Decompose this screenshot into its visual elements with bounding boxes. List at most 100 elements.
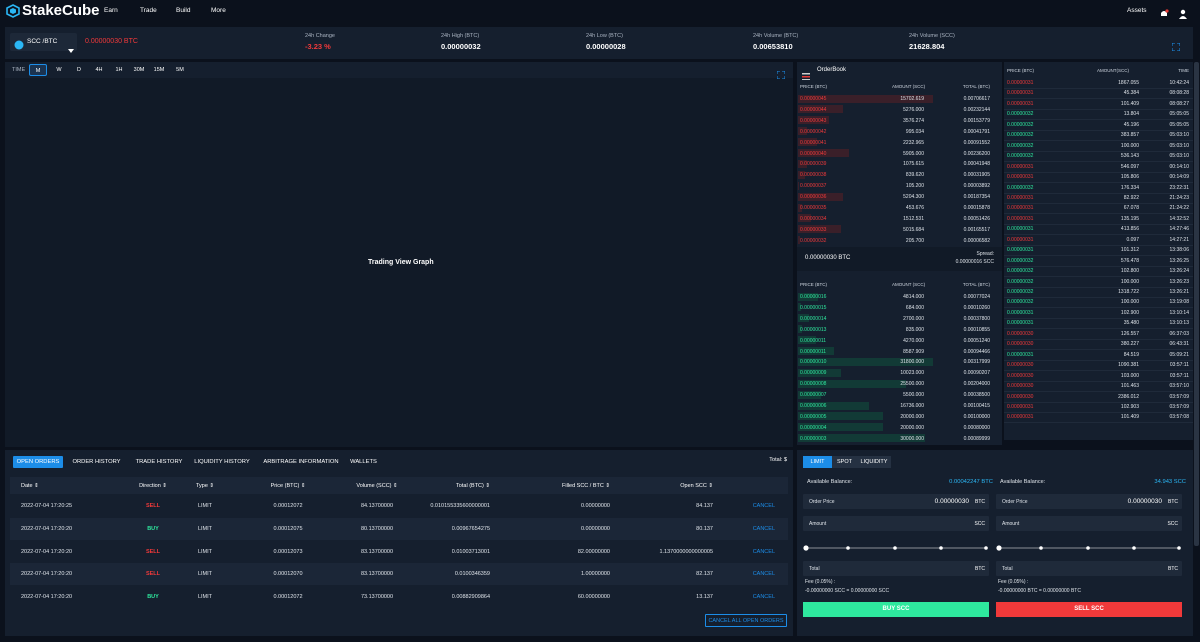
tab[interactable]: WALLETS <box>348 456 379 468</box>
balance-value: 34.943 SCC <box>1154 479 1186 485</box>
cancel-all-button[interactable]: CANCEL ALL OPEN ORDERS <box>705 614 787 627</box>
trade-time: 05:05:05 <box>1169 121 1189 128</box>
trade-time: 03:57:10 <box>1169 383 1189 390</box>
interval-label: 5M <box>176 67 184 73</box>
cancel-button[interactable]: CANCEL <box>752 548 775 555</box>
buy-button[interactable]: BUY SCC <box>803 602 989 617</box>
nav-link[interactable]: Earn <box>104 7 118 14</box>
orderbook-icon <box>802 67 810 80</box>
tab[interactable]: ORDER HISTORY <box>70 456 123 468</box>
amount-slider[interactable] <box>996 539 1182 551</box>
amount-input[interactable]: Amount SCC <box>803 516 989 531</box>
table-header-bg <box>10 477 788 494</box>
depth-bar <box>798 203 802 212</box>
cancel-button[interactable]: CANCEL <box>752 503 775 509</box>
column-header: Type ⇕ <box>195 483 215 489</box>
trade-amount: 383.857 <box>1120 132 1139 139</box>
order-total: 0.00094466 <box>963 348 990 355</box>
order-cell: LIMIT <box>197 548 213 555</box>
bell-icon[interactable] <box>1159 6 1169 17</box>
column-header: AMOUNT (SCC) <box>892 84 926 89</box>
form-tab[interactable]: SPOT <box>832 456 857 468</box>
button-label: CANCEL ALL OPEN ORDERS <box>708 618 784 624</box>
field-unit: BTC <box>1168 566 1178 572</box>
pair-select[interactable]: SCC /BTC <box>10 33 77 53</box>
cancel-button[interactable]: CANCEL <box>752 525 775 532</box>
order-total: 0.00080000 <box>963 424 990 431</box>
total-input[interactable]: Total BTC <box>803 561 989 576</box>
cancel-button[interactable]: CANCEL <box>752 594 775 601</box>
interval-button[interactable]: 5M <box>171 64 189 76</box>
coin-icon <box>14 37 24 50</box>
price-input[interactable]: Order Price 0.00000030 BTC <box>996 494 1182 509</box>
column-header: TIME <box>1178 68 1189 73</box>
sell-button[interactable]: SELL SCC <box>996 602 1182 617</box>
field-label: Amount <box>1002 521 1020 527</box>
depth-bar <box>798 423 883 432</box>
interval-button[interactable]: 1H <box>110 64 128 76</box>
column-header: PRICE (BTC) <box>800 84 827 89</box>
trade-price: 0.00000032 <box>1007 289 1034 295</box>
order-cell: 83.13700000 <box>360 571 394 578</box>
price-input[interactable]: Order Price 0.00000030 BTC <box>803 494 989 509</box>
trade-amount: 45.196 <box>1123 121 1139 128</box>
amount-input[interactable]: Amount SCC <box>996 516 1182 531</box>
cancel-button[interactable]: CANCEL <box>752 571 775 578</box>
balance-value: 0.00042247 BTC <box>949 479 993 485</box>
field-value: 0.00000030 <box>934 498 969 505</box>
row-divider <box>1004 370 1193 372</box>
ticker-bar: SCC /BTC 0.00000030 BTC 24h Change -3.23 % 2… <box>5 27 1193 59</box>
depth-bar <box>798 214 811 223</box>
row-divider <box>1004 223 1193 225</box>
ticker-price: 0.00000030 BTC <box>85 38 138 45</box>
nav-link[interactable]: Build <box>176 7 191 14</box>
trade-time: 14:32:52 <box>1169 215 1189 222</box>
column-header: TOTAL (BTC) <box>962 282 990 287</box>
order-cell: 2022-07-04 17:20:25 <box>21 503 73 509</box>
user-icon[interactable] <box>1178 6 1188 19</box>
order-cell: 0.01003713001 <box>451 548 490 555</box>
row-divider <box>1004 202 1193 204</box>
form-tab[interactable]: LIQUIDITY <box>857 456 891 468</box>
stat-value: 21628.804 <box>909 42 945 51</box>
interval-button[interactable]: 4H <box>90 64 108 76</box>
chart-expand[interactable] <box>776 66 786 80</box>
spread-label: Spread: <box>976 251 994 257</box>
nav-link[interactable]: More <box>211 7 226 14</box>
interval-button[interactable]: 30M <box>130 64 148 76</box>
trade-amount: 1318.722 <box>1118 289 1139 295</box>
trade-amount: 413.856 <box>1120 226 1139 233</box>
interval-button[interactable]: D <box>70 64 88 76</box>
column-header: Total (BTC) ⇕ <box>456 483 490 489</box>
tab[interactable]: LIQUIDITY HISTORY <box>192 456 252 468</box>
order-amount: 3576.274 <box>903 117 924 124</box>
depth-bar <box>798 401 870 410</box>
tab[interactable]: ARBITRAGE INFORMATION <box>262 456 340 468</box>
form-tab[interactable]: LIMIT <box>803 456 832 468</box>
trade-amount: 100.000 <box>1120 142 1139 149</box>
tab-label: LIQUIDITY HISTORY <box>194 459 250 465</box>
assets-link[interactable]: Assets <box>1127 7 1147 14</box>
interval-button[interactable]: M <box>29 64 47 76</box>
total-input[interactable]: Total BTC <box>996 561 1182 576</box>
order-amount: 25500.000 <box>900 381 924 388</box>
stat-label: 24h Volume (BTC) <box>753 33 799 39</box>
interval-button[interactable]: 15M <box>150 64 168 76</box>
trade-time: 00:14:10 <box>1169 163 1189 170</box>
depth-bar <box>798 170 806 179</box>
fullscreen-icon[interactable] <box>1171 38 1181 52</box>
order-price: 0.00000013 <box>800 326 827 333</box>
order-cell: 82.137 <box>696 571 713 578</box>
trade-time: 14:27:46 <box>1169 226 1189 233</box>
amount-slider[interactable] <box>803 539 989 551</box>
nav-link[interactable]: Trade <box>140 7 157 14</box>
field-unit: BTC <box>1168 499 1178 505</box>
trade-price: 0.00000031 <box>1007 414 1034 421</box>
interval-button[interactable]: W <box>50 64 68 76</box>
order-cell: 0.00000000 <box>580 503 610 509</box>
tab[interactable]: TRADE HISTORY <box>132 456 186 468</box>
row-divider <box>1004 276 1193 278</box>
tab[interactable]: OPEN ORDERS <box>13 456 63 468</box>
trade-amount: 35.480 <box>1123 320 1139 327</box>
row-divider <box>1004 129 1193 131</box>
